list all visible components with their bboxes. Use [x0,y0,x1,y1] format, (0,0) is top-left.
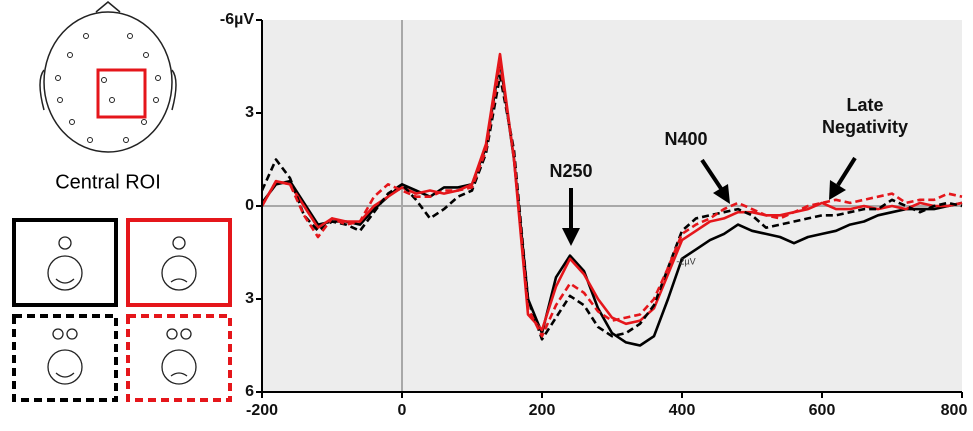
legend-icons [12,218,232,402]
x-tick-label: 800 [941,402,968,419]
roi-label: Central ROI [55,171,161,193]
series-line [260,59,963,347]
y-tick-label: -6µV [220,11,254,28]
series-line [260,62,963,338]
y-tick-label: 0 [245,197,254,214]
y-tick-label: 6 [245,383,254,400]
annotation: N250 [549,161,592,181]
annotation: Late Negativity [821,95,909,137]
y-tick-label: 3 [245,290,254,307]
annotation-arrows [562,156,857,246]
x-tick-label: 200 [529,402,556,419]
head-diagram [39,1,177,153]
x-tick-label: 400 [669,402,696,419]
y-tick-label: 3 [245,104,254,121]
x-tick-label: -200 [246,402,278,419]
x-tick-label: 0 [398,402,407,419]
x-tick-label: 600 [809,402,836,419]
annotation: N400 [664,129,707,149]
series-line [260,52,963,332]
annotation-small: -2µV [676,256,695,266]
series-line [260,74,963,341]
